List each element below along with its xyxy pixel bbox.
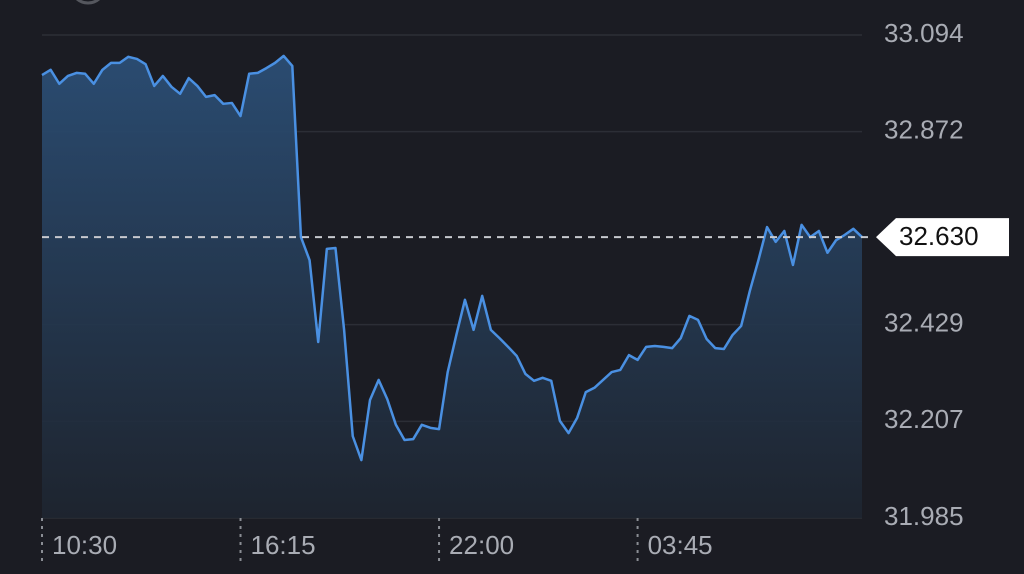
x-tick-label: 16:15 <box>251 530 316 560</box>
x-tick-label: 22:00 <box>449 530 514 560</box>
last-price-label: 32.630 <box>899 221 979 251</box>
y-tick-label: 32.207 <box>884 404 964 434</box>
y-tick-label: 32.429 <box>884 308 964 338</box>
icon <box>75 0 101 5</box>
line <box>41 54 863 462</box>
x-tick-label: 03:45 <box>648 530 713 560</box>
last-price-box <box>876 218 1009 257</box>
y-tick-label: 32.872 <box>884 115 964 145</box>
y-tick-label: 33.094 <box>884 18 964 48</box>
x-tick-label: 10:30 <box>52 530 117 560</box>
area <box>42 55 862 518</box>
y-tick-label: 31.985 <box>884 501 964 531</box>
